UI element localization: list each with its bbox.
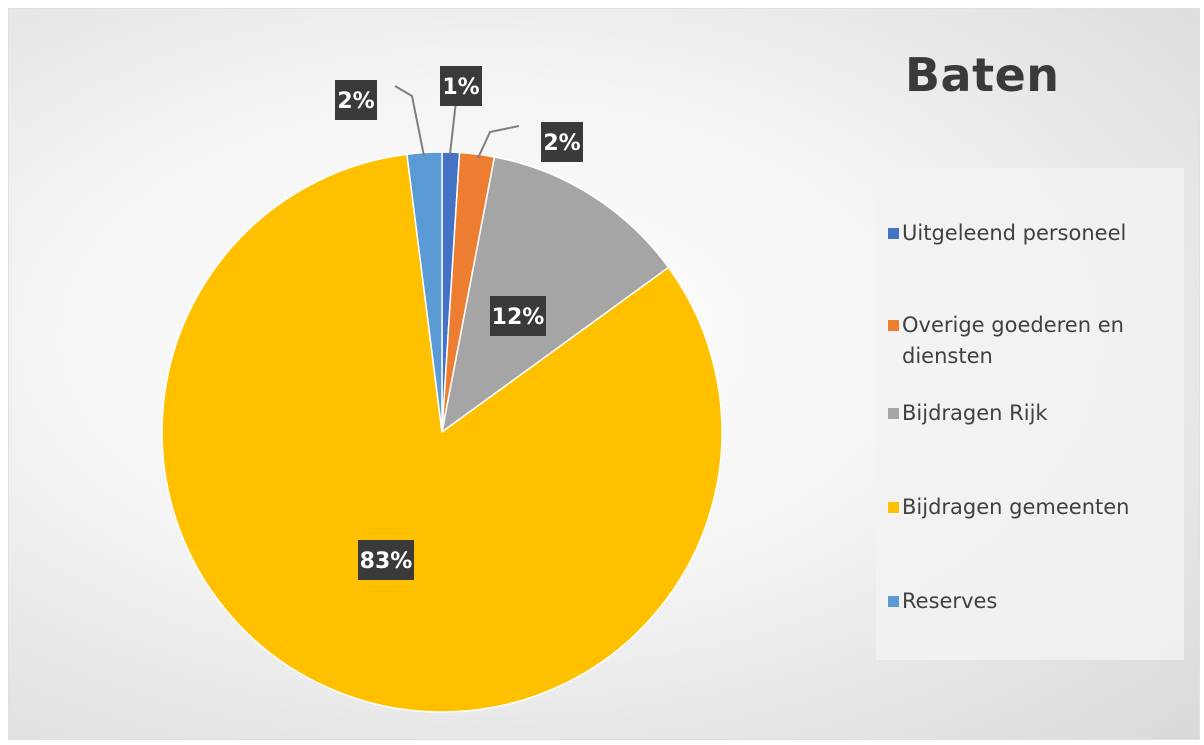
data-label-box xyxy=(541,122,583,162)
data-label-text: 2% xyxy=(337,89,374,114)
chart-title: Baten xyxy=(905,48,1060,102)
legend-swatch xyxy=(888,408,899,419)
data-label-uitgeleend-personeel: 1% xyxy=(440,66,482,106)
data-label-box xyxy=(440,66,482,106)
legend-label: Overige goederen en diensten xyxy=(902,313,1124,368)
data-label-reserves: 2% xyxy=(335,80,377,120)
leader-line xyxy=(449,100,457,155)
data-label-text: 12% xyxy=(492,305,545,330)
data-label-text: 83% xyxy=(360,549,413,574)
leader-line xyxy=(477,125,520,159)
legend-swatch xyxy=(888,596,899,607)
data-label-box xyxy=(335,80,377,120)
legend-label: Bijdragen Rijk xyxy=(902,401,1048,425)
legend xyxy=(876,168,1184,660)
data-label-bijdragen-rijk: 12% xyxy=(490,296,546,336)
legend-swatch xyxy=(888,502,899,513)
legend-swatch xyxy=(888,228,899,239)
data-label-text: 2% xyxy=(543,131,580,156)
pie-slice-reserves xyxy=(406,151,443,433)
leader-line xyxy=(394,85,425,157)
pie-slice-bijdragen-gemeenten xyxy=(161,153,723,713)
data-label-box xyxy=(490,296,546,336)
data-label-overige-goederen: 2% xyxy=(541,122,583,162)
legend-label: Bijdragen gemeenten xyxy=(902,495,1130,519)
legend-label: Uitgeleend personeel xyxy=(902,221,1127,245)
legend-label: Reserves xyxy=(902,589,998,613)
pie-slice-bijdragen-rijk xyxy=(440,156,670,434)
data-label-box xyxy=(358,540,414,580)
data-label-text: 1% xyxy=(442,75,479,100)
legend-swatch xyxy=(888,320,899,331)
data-label-bijdragen-gemeenten: 83% xyxy=(358,540,414,580)
